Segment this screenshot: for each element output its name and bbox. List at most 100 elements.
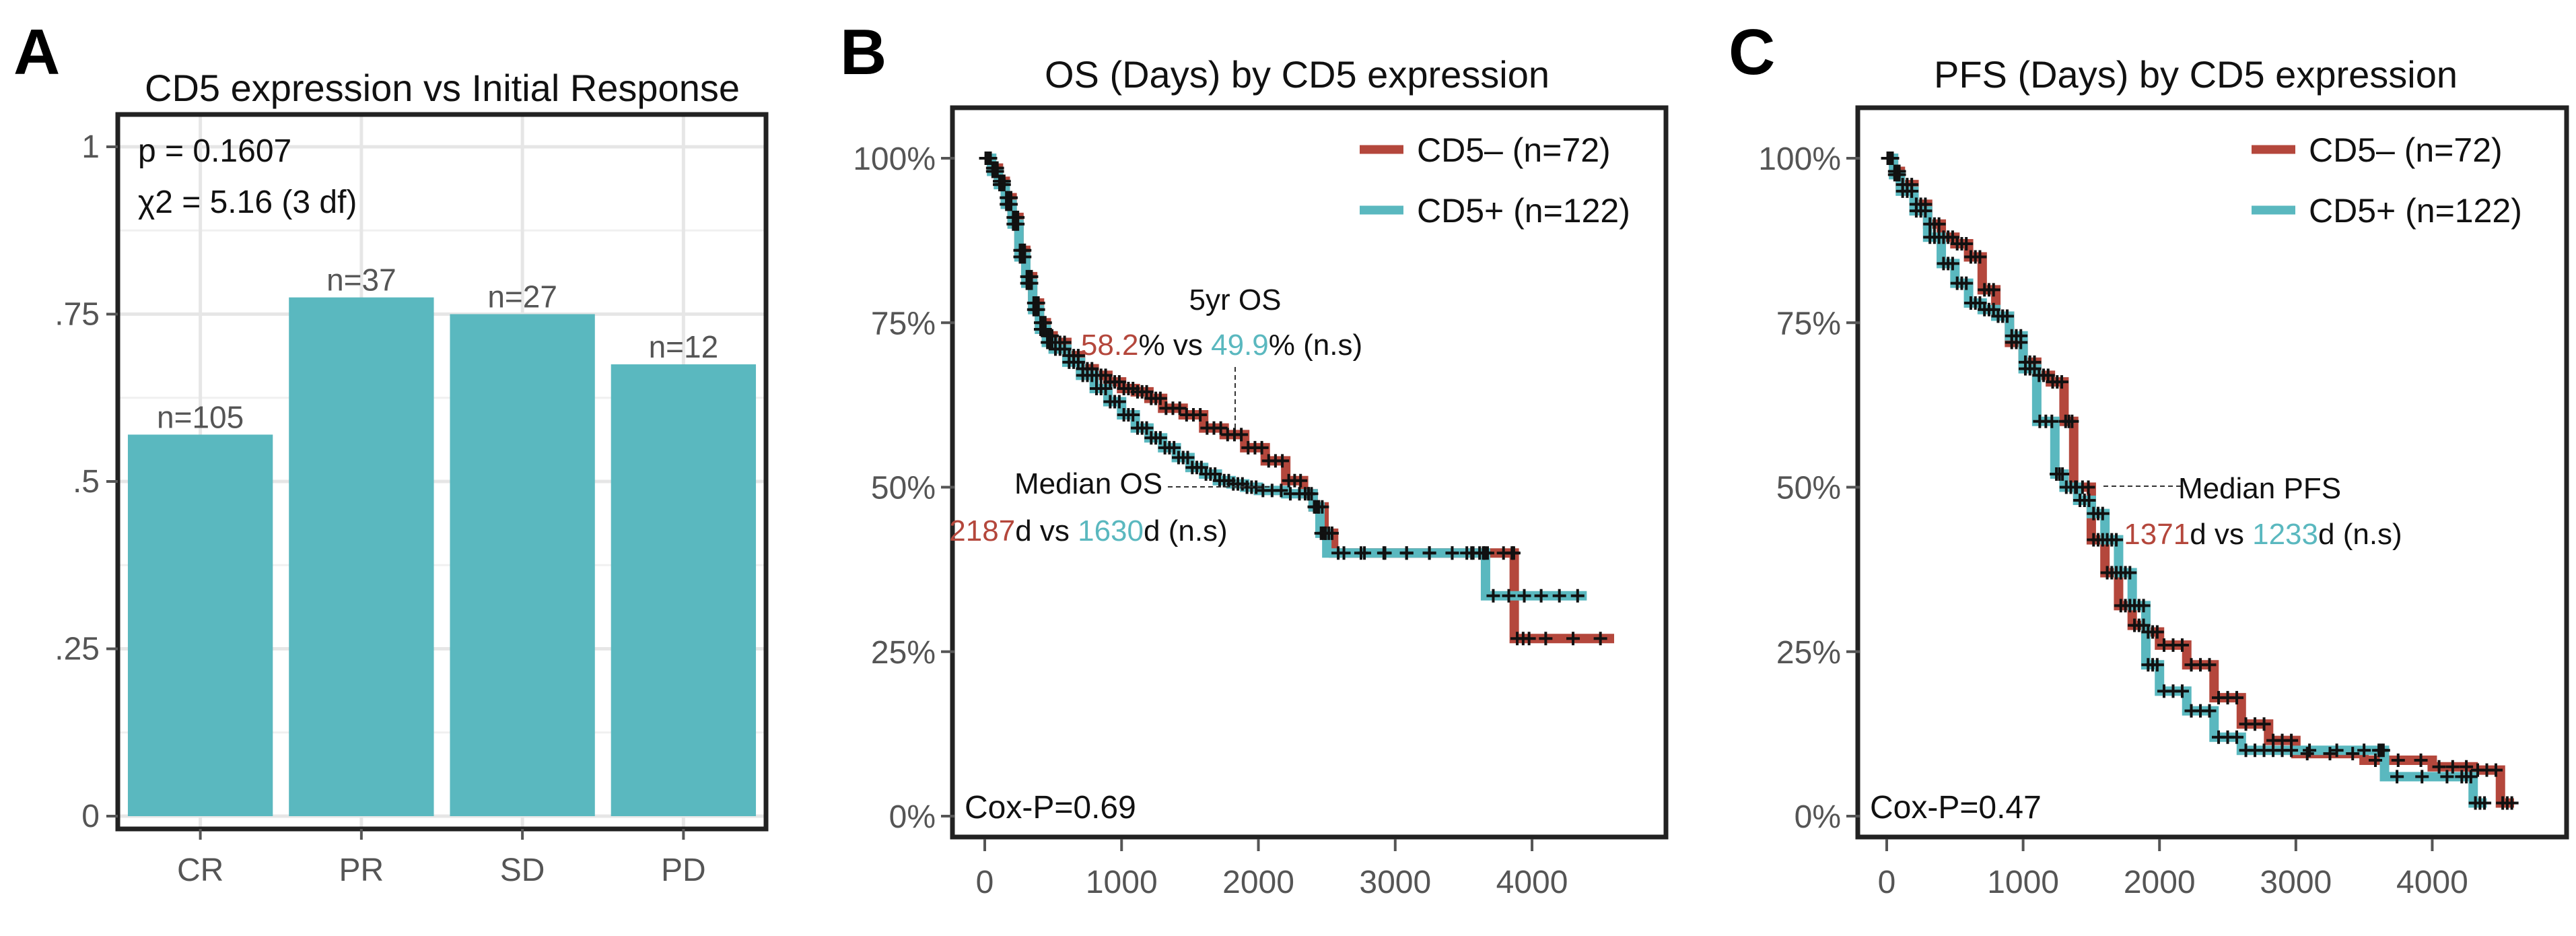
censor-mark	[2285, 743, 2299, 758]
y-tick-label: 0%	[1795, 799, 1841, 835]
x-tick-label: 4000	[1496, 865, 1568, 900]
censor-mark	[1539, 632, 1553, 646]
panel-b-frame	[950, 105, 1669, 840]
bar-sd	[450, 314, 595, 816]
censor-mark	[1071, 355, 1085, 369]
censor-mark	[1973, 250, 1987, 264]
censor-mark	[2257, 717, 2271, 731]
y-tick-label: 0%	[889, 799, 936, 835]
censor-mark	[2175, 638, 2189, 652]
panel-b-x-ticks: 0 1000 2000 3000 4000	[976, 839, 1568, 900]
panel-b-median-values: 2187d vs 1630d (n.s)	[949, 514, 1227, 547]
panel-b-curves	[979, 152, 1614, 646]
pfs-median-cd5-pos: 1233	[2252, 518, 2318, 551]
censor-mark	[2175, 684, 2189, 698]
censor-mark	[983, 152, 998, 165]
censor-mark	[2478, 796, 2492, 810]
censor-mark	[1570, 589, 1585, 603]
censor-mark	[2045, 414, 2059, 428]
censor-mark	[1593, 632, 1607, 646]
panel-c-x-ticks: 0 1000 2000 3000 4000	[1878, 839, 2468, 900]
censor-mark	[1932, 230, 1946, 244]
censor-mark	[1959, 237, 1974, 251]
os-5yr-cd5-neg: 58.2	[1081, 329, 1139, 362]
bar-count-label: n=27	[487, 279, 557, 314]
x-tick-label: 4000	[2396, 865, 2468, 900]
os-median-cd5-pos: 1630	[1078, 514, 1144, 547]
censor-mark	[1153, 431, 1167, 445]
bar-pr	[289, 297, 434, 816]
censor-mark	[2230, 691, 2244, 705]
censor-mark	[1502, 589, 1516, 603]
censor-mark	[2415, 770, 2429, 784]
x-tick-label: 0	[1878, 865, 1896, 900]
panel-a-frame	[115, 112, 769, 832]
censor-mark	[1031, 302, 1045, 316]
censor-mark	[1038, 323, 1052, 337]
censor-mark	[1173, 401, 1187, 415]
panel-c: C PFS (Days) by CD5 expression CD5– (n=7…	[1729, 16, 2569, 900]
os-5yr-cd5-pos: 49.9	[1211, 329, 1269, 362]
censor-mark	[2136, 599, 2151, 613]
pfs-median-cd5-neg: 1371	[2124, 518, 2190, 551]
x-tick-label: CR	[177, 853, 223, 888]
panel-c-y-ticks: 0% 25% 50% 75% 100%	[1758, 141, 1860, 835]
censor-mark	[1153, 391, 1167, 405]
censor-mark	[2414, 753, 2428, 767]
panel-b-5yr-values: 58.2% vs 49.9% (n.s)	[1081, 329, 1362, 362]
censor-mark	[1445, 546, 1459, 560]
panel-a-x-ticks: CR PR SD PD	[177, 829, 706, 888]
censor-mark	[2065, 414, 2079, 428]
y-tick-label: .75	[55, 297, 100, 333]
censor-mark	[2081, 480, 2095, 494]
censor-mark	[2123, 566, 2137, 580]
censor-mark	[1255, 440, 1269, 455]
censor-mark	[1294, 473, 1308, 488]
censor-mark	[2068, 480, 2083, 494]
x-tick-label: 1000	[1987, 865, 2059, 900]
x-tick-label: 3000	[1359, 865, 1431, 900]
censor-mark	[1140, 421, 1154, 435]
panel-b-cox-p: Cox-P=0.69	[965, 790, 1136, 826]
bar-cr	[127, 434, 273, 816]
censor-mark	[2110, 533, 2124, 547]
y-tick-label: 25%	[1776, 635, 1841, 671]
censor-mark	[2150, 658, 2164, 672]
y-tick-label: 100%	[1758, 141, 1841, 177]
y-tick-label: 100%	[853, 141, 936, 177]
censor-mark	[990, 164, 1004, 178]
censor-mark	[1892, 168, 1906, 182]
censor-mark	[1319, 526, 1333, 540]
censor-mark	[2376, 743, 2390, 758]
os-median-cd5-neg: 2187	[949, 514, 1015, 547]
pfs-median-vs: d vs	[2190, 518, 2252, 551]
panel-a-bars: n=105 n=37 n=27 n=12	[127, 263, 757, 816]
censor-mark	[1932, 217, 1946, 231]
censor-mark	[1959, 276, 1974, 290]
legend-label-cd5-neg: CD5– (n=72)	[2309, 131, 2503, 169]
censor-mark	[2440, 770, 2454, 784]
panel-a-title: CD5 expression vs Initial Response	[145, 67, 740, 109]
os-median-vs: d vs	[1015, 514, 1078, 547]
x-tick-label: PR	[339, 853, 384, 888]
censor-mark	[1099, 381, 1113, 395]
bar-count-label: n=105	[157, 399, 244, 434]
pfs-median-tail: d (n.s)	[2318, 518, 2402, 551]
panel-c-cox-p: Cox-P=0.47	[1870, 790, 2042, 826]
x-tick-label: 1000	[1086, 865, 1158, 900]
panel-a-pvalue: p = 0.1607	[138, 133, 291, 169]
censor-mark	[1004, 197, 1018, 211]
censor-mark	[2056, 467, 2070, 481]
panel-c-curves	[1881, 152, 2519, 810]
y-tick-label: 75%	[871, 306, 936, 341]
censor-mark	[2432, 760, 2446, 774]
legend-label-cd5-pos: CD5+ (n=122)	[2309, 192, 2522, 230]
panel-c-median-values: 1371d vs 1233d (n.s)	[2124, 518, 2402, 551]
y-tick-label: .5	[73, 464, 100, 500]
y-tick-label: 25%	[871, 635, 936, 671]
censor-mark	[1234, 428, 1249, 442]
censor-mark	[1377, 546, 1391, 560]
censor-mark	[1126, 408, 1140, 422]
censor-mark	[1024, 276, 1039, 290]
censor-mark	[1517, 589, 1531, 603]
